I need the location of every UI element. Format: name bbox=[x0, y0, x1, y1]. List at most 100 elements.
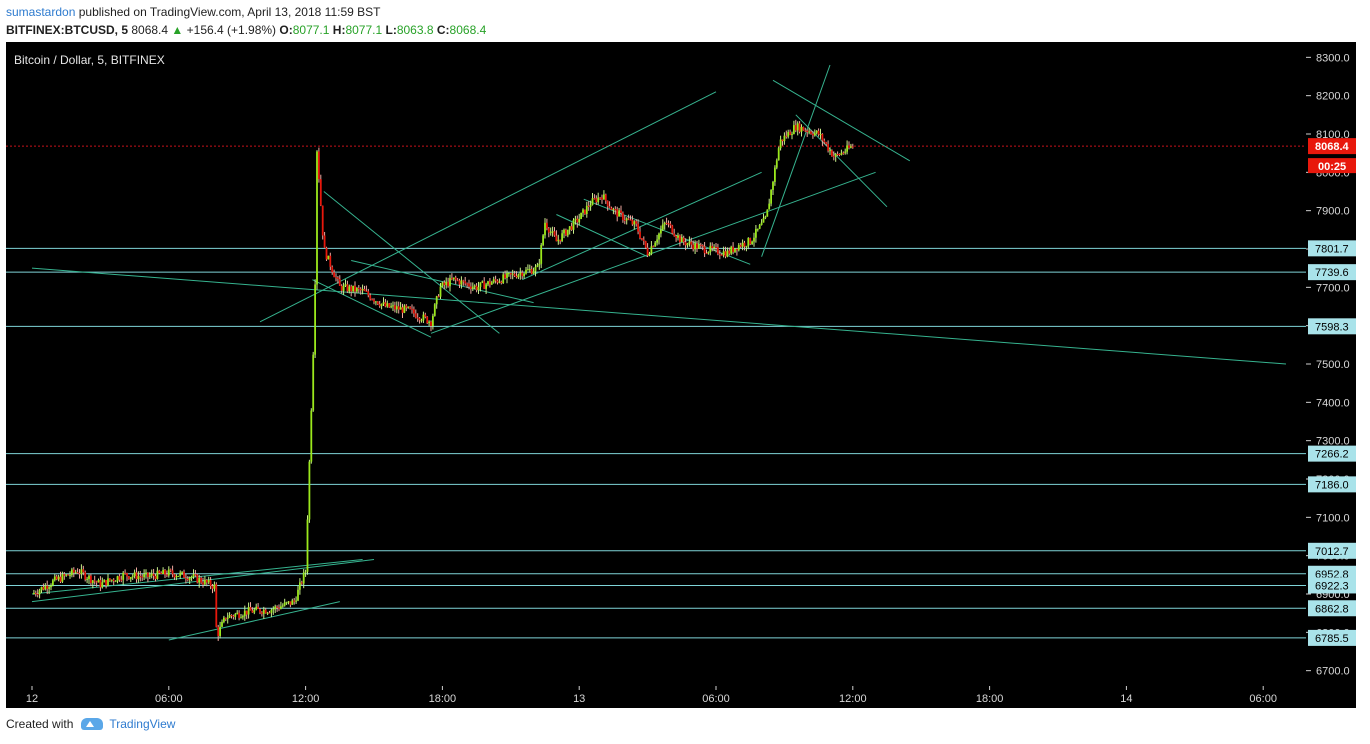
time-axis[interactable] bbox=[6, 686, 1356, 708]
candle-body bbox=[454, 277, 457, 280]
candle-body bbox=[437, 296, 440, 298]
x-tick-label: 12 bbox=[26, 693, 38, 705]
plot-area[interactable] bbox=[6, 42, 1306, 686]
candle-body bbox=[660, 229, 662, 234]
candle-body bbox=[629, 219, 632, 221]
candle-body bbox=[840, 152, 843, 155]
candle-body bbox=[67, 574, 69, 576]
candle-body bbox=[74, 572, 77, 574]
candle-body bbox=[238, 612, 240, 618]
candle-body bbox=[173, 574, 176, 578]
x-tick-label: 06:00 bbox=[155, 693, 183, 705]
candle-body bbox=[169, 569, 172, 571]
candle-body bbox=[52, 580, 54, 586]
candle-body bbox=[717, 247, 719, 254]
candle-body bbox=[344, 284, 347, 286]
trend-line bbox=[259, 91, 717, 323]
candle-body bbox=[232, 615, 235, 617]
candle-body bbox=[686, 243, 689, 246]
candle-body bbox=[791, 133, 793, 136]
candle-body bbox=[650, 246, 653, 254]
candle-body bbox=[821, 134, 824, 141]
candle-body bbox=[466, 283, 468, 285]
candle-body bbox=[823, 140, 826, 143]
candle-body bbox=[291, 600, 294, 605]
y-tick-label: 8300.0 bbox=[1316, 52, 1350, 64]
candle-body bbox=[764, 216, 767, 219]
candle-body bbox=[625, 218, 628, 221]
level-tag bbox=[1308, 240, 1356, 257]
candle-body bbox=[53, 576, 56, 581]
level-label: 7266.2 bbox=[1315, 449, 1349, 461]
candle-body bbox=[584, 209, 586, 215]
author-link[interactable]: sumastardon bbox=[6, 5, 76, 19]
candle-body bbox=[648, 253, 651, 256]
candle-body bbox=[268, 612, 271, 614]
close-label: C: bbox=[436, 23, 450, 37]
candle-body bbox=[122, 572, 125, 580]
candle-body bbox=[568, 226, 571, 230]
y-tick-label: 7100.0 bbox=[1316, 512, 1350, 524]
candle-body bbox=[612, 209, 615, 211]
candle-body bbox=[475, 285, 478, 291]
candle-body bbox=[382, 302, 385, 304]
candle-body bbox=[167, 569, 170, 576]
candle-body bbox=[506, 272, 508, 278]
candle-body bbox=[470, 286, 472, 289]
candle-body bbox=[547, 228, 550, 233]
candle-body bbox=[192, 574, 195, 577]
tradingview-logo[interactable]: TradingView bbox=[81, 717, 175, 731]
candle-body bbox=[251, 610, 254, 613]
candle-body bbox=[785, 135, 788, 137]
candle-body bbox=[582, 209, 584, 213]
candle-body bbox=[525, 269, 527, 274]
candle-body bbox=[745, 246, 748, 248]
candle-body bbox=[696, 243, 698, 249]
level-tag bbox=[1308, 318, 1356, 335]
candle-body bbox=[337, 277, 339, 279]
change-value: +156.4 (+1.98%) bbox=[186, 23, 277, 37]
candle-body bbox=[207, 580, 210, 583]
candle-body bbox=[610, 207, 613, 210]
x-tick-label: 14 bbox=[1120, 693, 1132, 705]
candle-body bbox=[728, 250, 731, 254]
candle-body bbox=[775, 160, 778, 168]
candle-body bbox=[593, 198, 596, 200]
candle-body bbox=[139, 576, 142, 578]
candle-body bbox=[137, 576, 140, 580]
trend-line bbox=[351, 260, 534, 304]
candle-body bbox=[487, 281, 489, 285]
trend-line bbox=[583, 198, 751, 265]
candle-body bbox=[608, 206, 611, 208]
candle-body bbox=[563, 229, 565, 234]
level-tag bbox=[1308, 629, 1356, 646]
candle-body bbox=[72, 569, 75, 573]
candle-body bbox=[274, 606, 277, 610]
candle-body bbox=[76, 572, 79, 574]
candlestick-chart[interactable]: 6700.06800.06900.07000.07100.07200.07300… bbox=[0, 42, 1370, 708]
candle-body bbox=[559, 239, 562, 242]
candle-body bbox=[234, 614, 237, 617]
close-value: 8068.4 bbox=[449, 23, 487, 37]
candle-body bbox=[367, 291, 370, 296]
candle-body bbox=[200, 578, 202, 583]
candle-body bbox=[114, 581, 117, 583]
candle-body bbox=[219, 626, 221, 636]
candle-body bbox=[456, 279, 459, 281]
candle-body bbox=[589, 205, 592, 207]
candle-body bbox=[753, 237, 755, 242]
candle-body bbox=[756, 228, 759, 230]
x-tick-label: 18:00 bbox=[429, 693, 457, 705]
candle-body bbox=[202, 582, 204, 585]
candle-body bbox=[677, 235, 679, 238]
candle-body bbox=[293, 600, 296, 602]
candle-body bbox=[479, 282, 482, 287]
trend-line bbox=[323, 191, 500, 334]
candle-body bbox=[131, 576, 134, 578]
candle-body bbox=[530, 269, 533, 274]
candle-body bbox=[760, 222, 763, 225]
y-tick-label: 8100.0 bbox=[1316, 129, 1350, 141]
candle-body bbox=[205, 579, 208, 583]
candle-body bbox=[287, 601, 290, 603]
candle-body bbox=[802, 126, 805, 131]
